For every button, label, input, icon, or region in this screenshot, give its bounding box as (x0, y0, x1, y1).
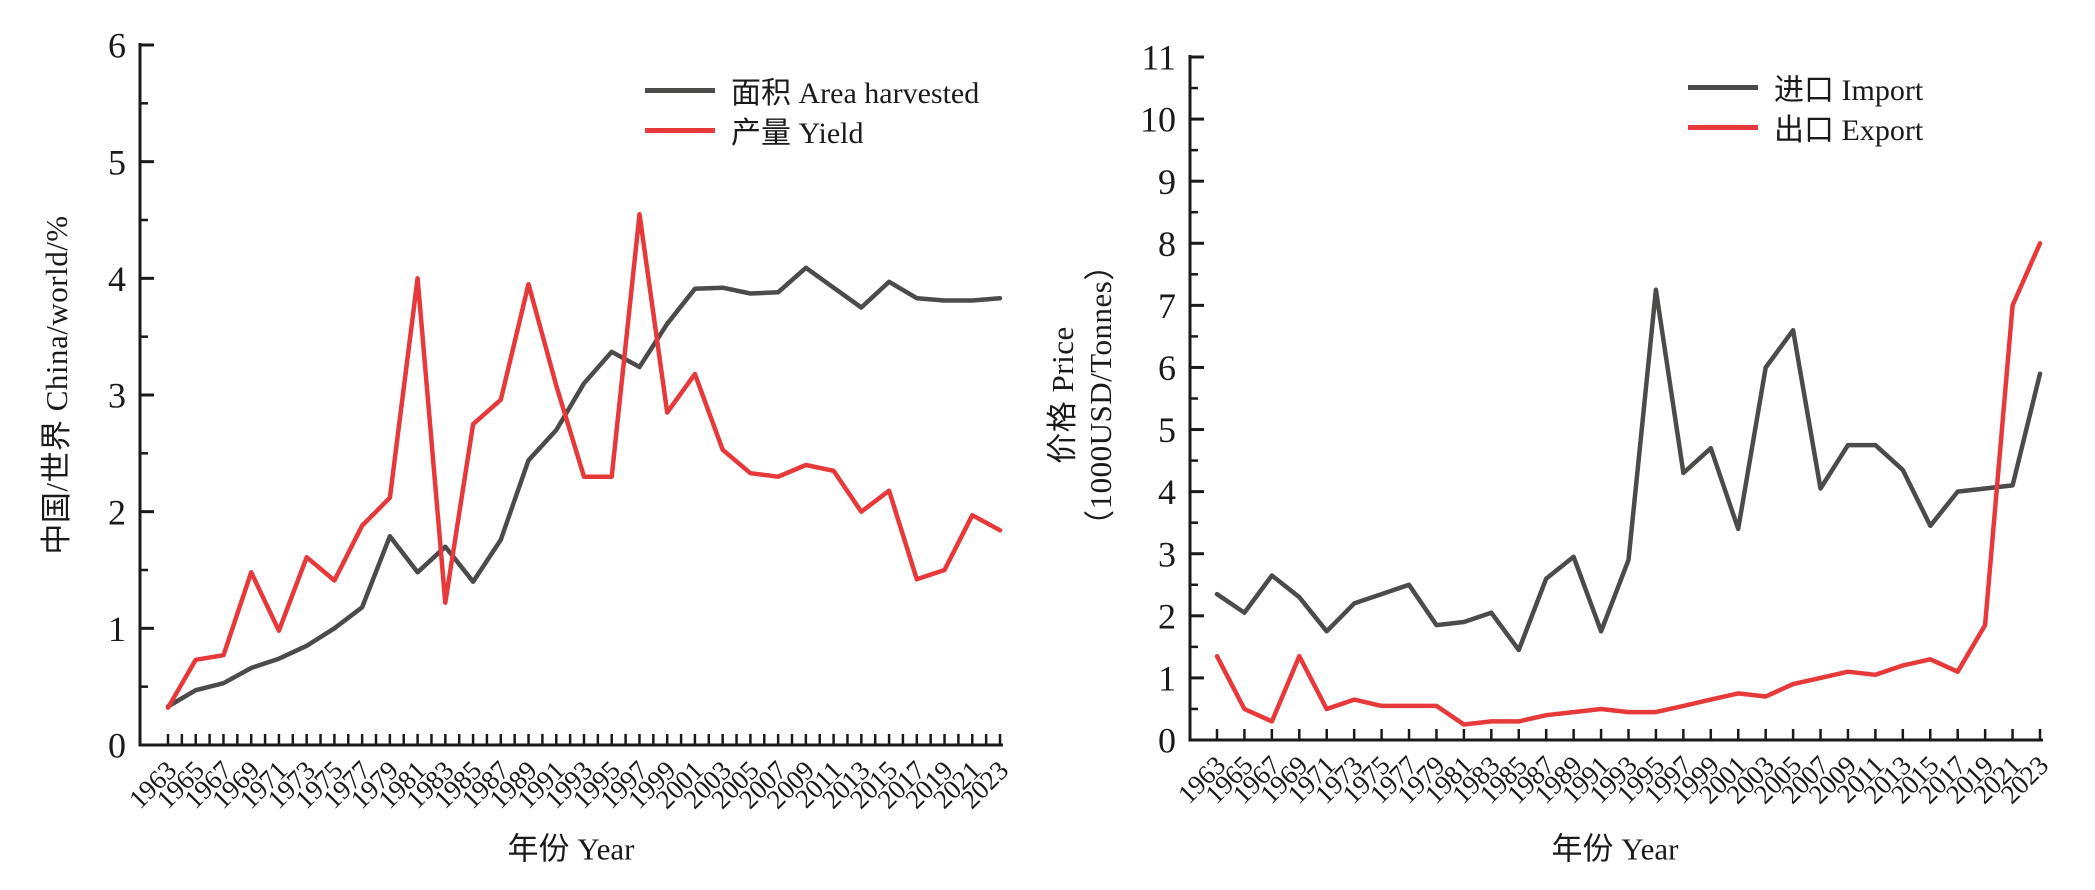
export-label: 出口 Export (1774, 114, 1924, 147)
series-line-import (1214, 287, 2043, 653)
y-tick-label: 9 (1158, 162, 1176, 202)
y-tick-label: 5 (108, 142, 126, 182)
right-y-axis-title-line2: （1000USD/Tonnes） (1083, 249, 1118, 541)
y-tick-label: 0 (1158, 721, 1176, 761)
right-y-axis-title-line1: 价格 Price (1045, 326, 1080, 464)
yield-line-swatch (645, 127, 715, 133)
left-legend: 面积 Area harvested 产量 Yield (645, 70, 979, 150)
y-tick-label: 3 (108, 376, 126, 416)
legend-item-yield: 产量 Yield (645, 110, 979, 150)
series-line-yield (165, 211, 1003, 710)
y-tick-label: 5 (1158, 410, 1176, 450)
export-line-swatch (1688, 124, 1758, 130)
y-tick-label: 0 (108, 726, 126, 766)
right-y-axis-title: 价格 Price （1000USD/Tonnes） (1044, 249, 1120, 541)
area-harvested-label: 面积 Area harvested (731, 77, 980, 110)
y-tick-label: 7 (1158, 286, 1176, 326)
y-tick-label: 8 (1158, 224, 1176, 264)
y-tick-label: 4 (108, 259, 126, 299)
y-tick-label: 4 (1158, 472, 1176, 512)
series-line-export (1214, 241, 2043, 727)
legend-item-export: 出口 Export (1688, 107, 1923, 147)
right-legend: 进口 Import 出口 Export (1688, 67, 1923, 147)
series-line-area-harvested (165, 265, 1003, 709)
import-line-swatch (1688, 84, 1758, 90)
right-x-axis-title: 年份 Year (1551, 831, 1679, 867)
y-tick-label: 11 (1141, 38, 1176, 78)
y-tick-label: 2 (108, 492, 126, 532)
legend-item-area-harvested: 面积 Area harvested (645, 70, 979, 110)
import-label: 进口 Import (1774, 74, 1924, 107)
area-harvested-line-swatch (645, 87, 715, 93)
y-tick-label: 1 (1158, 659, 1176, 699)
y-tick-label: 2 (1158, 596, 1176, 636)
left-y-axis-title: 中国/世界 China/world/% (39, 215, 74, 555)
y-tick-label: 10 (1140, 100, 1176, 140)
legend-item-import: 进口 Import (1688, 67, 1923, 107)
y-tick-label: 1 (108, 609, 126, 649)
y-tick-label: 6 (1158, 348, 1176, 388)
left-x-axis-title: 年份 Year (507, 831, 635, 867)
y-tick-label: 6 (108, 26, 126, 66)
yield-label: 产量 Yield (731, 117, 864, 150)
y-tick-label: 3 (1158, 534, 1176, 574)
